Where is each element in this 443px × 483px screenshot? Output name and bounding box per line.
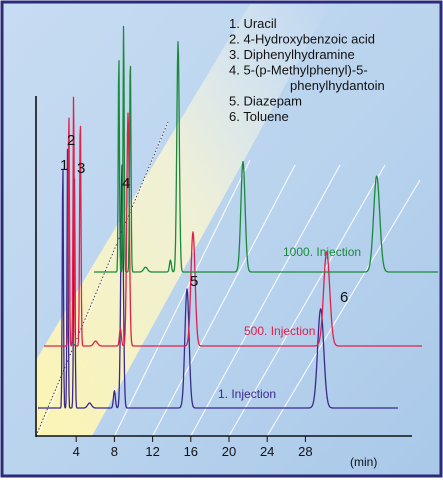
legend-entry: 1. Uracil xyxy=(229,16,277,31)
series-line xyxy=(37,148,399,409)
legend-entry: 5. Diazepam xyxy=(229,94,302,109)
series-label: 1000. Injection xyxy=(283,245,361,259)
legend-entry: 6. Toluene xyxy=(229,109,289,124)
x-tick-label: 20 xyxy=(222,444,236,459)
guide-line xyxy=(113,159,251,437)
x-tick-label: 8 xyxy=(111,444,118,459)
peak-label: 3 xyxy=(77,160,85,177)
series-line xyxy=(93,25,439,273)
guide-line xyxy=(190,164,341,437)
legend-entry: 4. 5-(p-Methylphenyl)-5- xyxy=(229,63,368,78)
x-ticks: 4 8 12 16 20 24 28 (min) xyxy=(73,436,377,469)
axes xyxy=(35,96,412,437)
peak-label: 1 xyxy=(60,157,68,174)
series-label: 500. Injection xyxy=(244,324,315,338)
x-tick-label: 24 xyxy=(260,444,274,459)
peak-label: 6 xyxy=(340,289,348,306)
legend-entry: phenylhydantoin xyxy=(290,78,385,93)
legend-entry: 3. Diphenylhydramine xyxy=(229,47,355,62)
dotted-diagonal xyxy=(35,121,169,437)
x-tick-label: 12 xyxy=(145,444,159,459)
legend-entry: 2. 4-Hydroxybenzoic acid xyxy=(229,32,375,47)
series-layer: 1. Injection 500. Injection 1000. Injectio… xyxy=(37,25,439,409)
x-axis-label: (min) xyxy=(350,455,377,469)
guide-lines xyxy=(35,121,421,437)
series-label: 1. Injection xyxy=(218,387,276,401)
x-tick-label: 4 xyxy=(73,444,80,459)
x-tick-label: 28 xyxy=(298,444,312,459)
guide-line xyxy=(152,164,296,437)
guide-line xyxy=(266,179,421,437)
series-line xyxy=(43,96,423,347)
peak-label: 4 xyxy=(122,175,130,192)
guide-line xyxy=(228,164,386,437)
x-tick-label: 16 xyxy=(184,444,198,459)
peak-label: 2 xyxy=(67,132,75,149)
peak-label: 5 xyxy=(190,273,198,290)
highlight-band xyxy=(36,4,330,436)
